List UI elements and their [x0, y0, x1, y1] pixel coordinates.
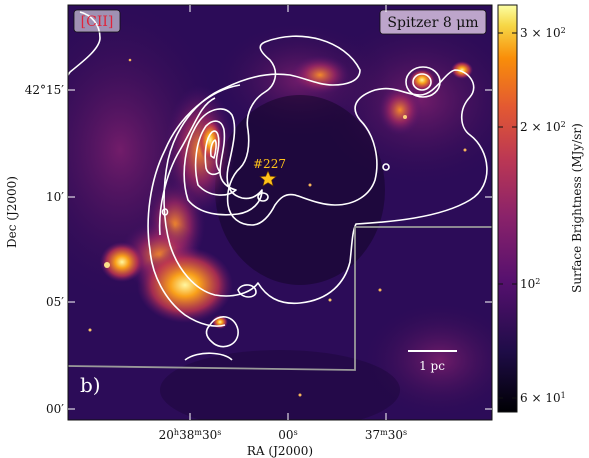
- contour-bottom-tail: [184, 352, 233, 361]
- contour-outer-shell: [163, 35, 488, 305]
- colorbar-tick-label: 6 × 101: [520, 391, 566, 406]
- tag-ciii-text: [CII]: [81, 14, 114, 30]
- contour-source-ne-inner: [412, 73, 432, 91]
- contour-small-2: [257, 192, 269, 202]
- x-tick-label: 00s: [278, 428, 297, 443]
- tag-spitzer-text: Spitzer 8 μm: [387, 15, 478, 31]
- colorbar-tick-label: 102: [520, 277, 540, 292]
- scale-bar-label: 1 pc: [419, 359, 445, 373]
- frame-ticks: [68, 5, 492, 420]
- y-tick-labels: 42°15′ 10′ 05′ 00′: [25, 83, 65, 416]
- contour-small-3: [161, 208, 169, 216]
- tag-ciii: [CII]: [73, 9, 121, 33]
- contour-inner-3: [204, 130, 221, 176]
- source-label: #227: [253, 157, 286, 171]
- x-tick-label: 20h38m30s: [159, 428, 222, 443]
- contour-inner-2: [194, 120, 237, 196]
- panel-label: b): [80, 373, 101, 397]
- contour-inner-4: [209, 139, 217, 159]
- colorbar-label: Surface Brightness (MJy/sr): [570, 123, 584, 293]
- x-axis-label: RA (J2000): [247, 444, 313, 458]
- x-tick-labels: 20h38m30s 00s 37m30s: [159, 428, 407, 443]
- y-tick-label: 00′: [46, 402, 64, 416]
- contour-left-arc: [147, 84, 241, 327]
- scale-bar: 1 pc: [408, 350, 457, 373]
- y-tick-label: 05′: [46, 295, 64, 309]
- x-tick-label: 37m30s: [365, 428, 407, 443]
- tag-spitzer: Spitzer 8 μm: [379, 9, 487, 35]
- colorbar: 3 × 102 2 × 102 102 6 × 101 Surface Brig…: [497, 4, 584, 413]
- contour-ridge: [158, 97, 216, 236]
- y-tick-label: 42°15′: [25, 83, 65, 97]
- y-tick-label: 10′: [46, 190, 64, 204]
- source-227: #227: [253, 157, 286, 187]
- colorbar-tick-label: 3 × 102: [520, 26, 566, 41]
- star-icon: [259, 170, 277, 187]
- contour-small-1: [382, 163, 390, 171]
- image-frame: [67, 4, 493, 421]
- contour-small-4: [237, 284, 257, 298]
- contour-bottom: [205, 316, 239, 348]
- ciii-contours: [67, 11, 488, 361]
- contour-source-ne-outer: [405, 66, 441, 98]
- y-axis-label: Dec (J2000): [5, 176, 19, 248]
- coverage-outline: [67, 226, 492, 371]
- contour-inner-1: [183, 108, 263, 216]
- colorbar-tick-label: 2 × 102: [520, 120, 566, 135]
